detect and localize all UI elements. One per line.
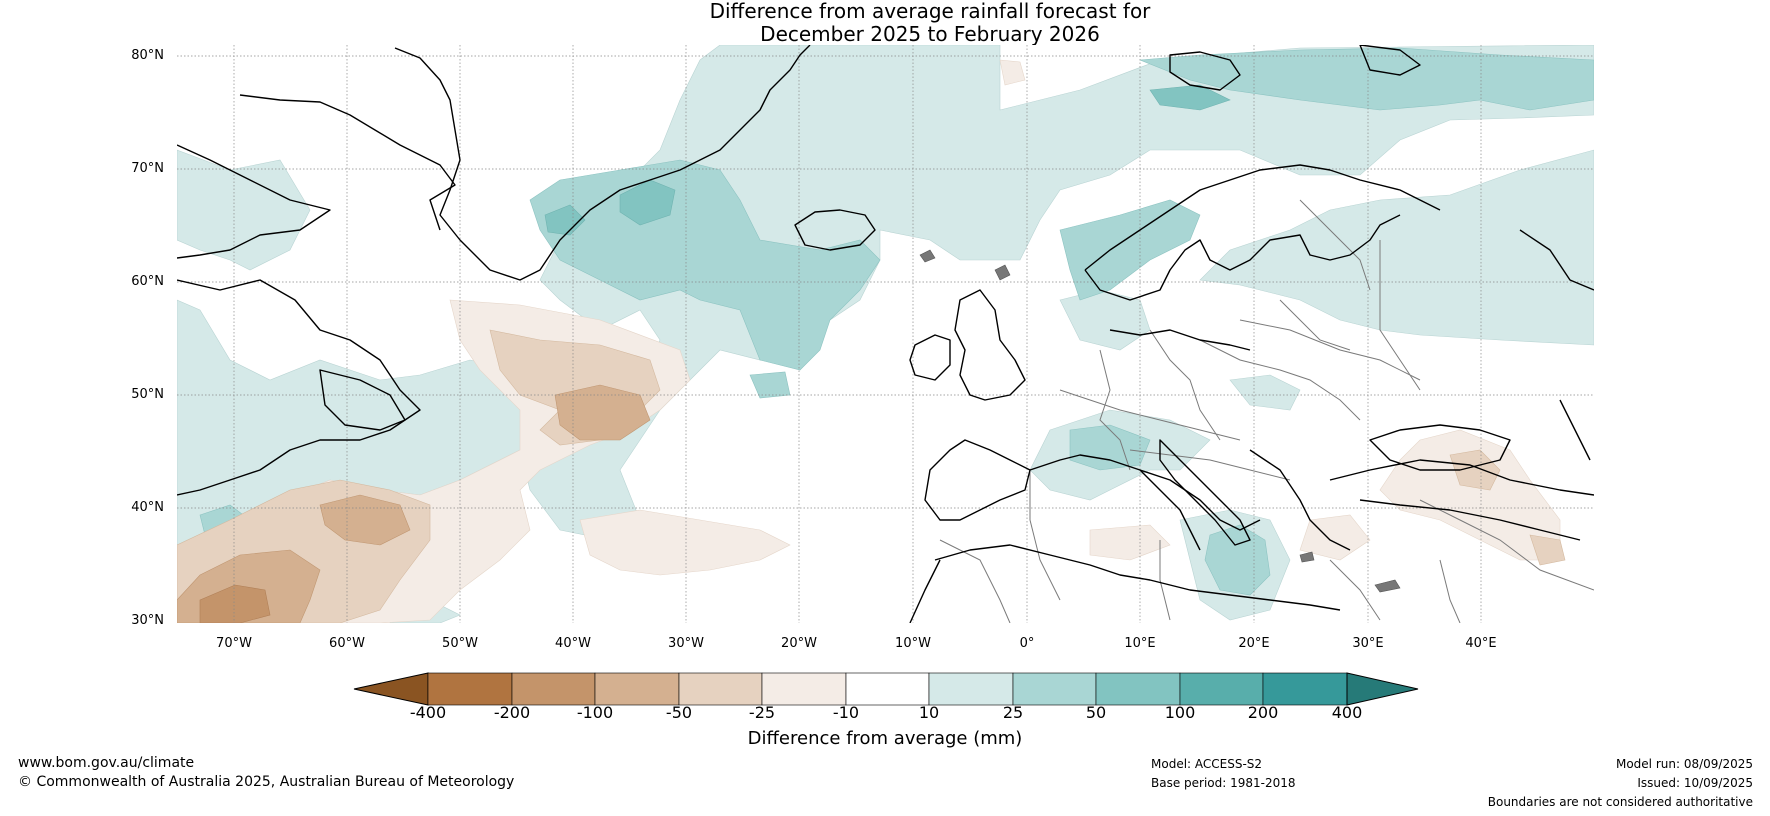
anomaly-25-50-regions bbox=[199, 47, 1594, 596]
disclaimer-text: Boundaries are not considered authoritat… bbox=[1487, 795, 1753, 809]
title-line-1: Difference from average rainfall forecas… bbox=[709, 0, 1151, 23]
colorbar-seg-9 bbox=[1095, 672, 1181, 706]
lon-label-30e: 30°E bbox=[1352, 636, 1384, 651]
colorbar-tick-label: -10 bbox=[832, 703, 860, 722]
colorbar-seg-7 bbox=[928, 672, 1014, 706]
colorbar-seg-1 bbox=[427, 672, 513, 706]
colorbar-tick-label: 200 bbox=[1247, 703, 1279, 722]
lat-label-50n: 50°N bbox=[131, 387, 164, 402]
islands bbox=[919, 249, 1401, 593]
chart-title: Difference from average rainfall forecas… bbox=[0, 0, 1770, 46]
lon-label-60w: 60°W bbox=[329, 636, 365, 651]
colorbar-extend-low bbox=[353, 672, 429, 706]
anomaly-50-100-regions bbox=[544, 84, 1231, 236]
colorbar-tick-label: -25 bbox=[748, 703, 776, 722]
colorbar-tick-label: 25 bbox=[1002, 703, 1024, 722]
colorbar-seg-10 bbox=[1179, 672, 1264, 706]
map-plot-area bbox=[177, 45, 1594, 623]
colorbar-seg-8 bbox=[1012, 672, 1097, 706]
issued-text: Issued: 10/09/2025 bbox=[1637, 776, 1753, 790]
lon-label-20w: 20°W bbox=[781, 636, 817, 651]
colorbar-tick-label: 50 bbox=[1085, 703, 1107, 722]
colorbar-seg-4 bbox=[678, 672, 763, 706]
lon-label-50w: 50°W bbox=[442, 636, 478, 651]
country-borders bbox=[939, 199, 1594, 623]
lat-label-30n: 30°N bbox=[131, 613, 164, 628]
colorbar-tick-label: 10 bbox=[918, 703, 940, 722]
coastlines bbox=[177, 45, 1594, 623]
lon-label-40w: 40°W bbox=[555, 636, 591, 651]
colorbar-tick-label: -200 bbox=[493, 703, 531, 722]
colorbar-tick-label: 100 bbox=[1164, 703, 1196, 722]
colorbar-seg-5 bbox=[761, 672, 847, 706]
lon-label-10w: 10°W bbox=[895, 636, 931, 651]
anomaly-minus-100-200-regions bbox=[199, 584, 271, 623]
colorbar-tick-label: -50 bbox=[665, 703, 693, 722]
lon-label-30w: 30°W bbox=[668, 636, 704, 651]
model-text: Model: ACCESS-S2 bbox=[1151, 757, 1263, 771]
colorbar-tick-label: -400 bbox=[409, 703, 447, 722]
website-link[interactable]: www.bom.gov.au/climate bbox=[18, 755, 195, 771]
colorbar-tick-label: -100 bbox=[576, 703, 614, 722]
lat-label-80n: 80°N bbox=[131, 48, 164, 63]
lon-label-20e: 20°E bbox=[1238, 636, 1270, 651]
colorbar-seg-2 bbox=[511, 672, 596, 706]
lat-label-60n: 60°N bbox=[131, 274, 164, 289]
colorbar-seg-11 bbox=[1262, 672, 1348, 706]
colorbar-tick-label: 400 bbox=[1331, 703, 1363, 722]
lon-label-10e: 10°E bbox=[1124, 636, 1156, 651]
colorbar-extend-high bbox=[1346, 672, 1419, 706]
copyright-text: © Commonwealth of Australia 2025, Austra… bbox=[18, 774, 515, 790]
colorbar-seg-6 bbox=[845, 672, 930, 706]
colorbar bbox=[353, 672, 1419, 706]
gridlines bbox=[177, 45, 1594, 623]
colorbar-seg-3 bbox=[594, 672, 680, 706]
base-period-text: Base period: 1981-2018 bbox=[1151, 776, 1296, 790]
model-run-text: Model run: 08/09/2025 bbox=[1615, 757, 1753, 771]
colorbar-title: Difference from average (mm) bbox=[747, 728, 1023, 749]
lon-label-40e: 40°E bbox=[1465, 636, 1497, 651]
lon-label-0: 0° bbox=[1019, 636, 1035, 651]
lon-label-70w: 70°W bbox=[216, 636, 252, 651]
lat-label-70n: 70°N bbox=[131, 161, 164, 176]
title-line-2: December 2025 to February 2026 bbox=[760, 22, 1100, 46]
lat-label-40n: 40°N bbox=[131, 500, 164, 515]
